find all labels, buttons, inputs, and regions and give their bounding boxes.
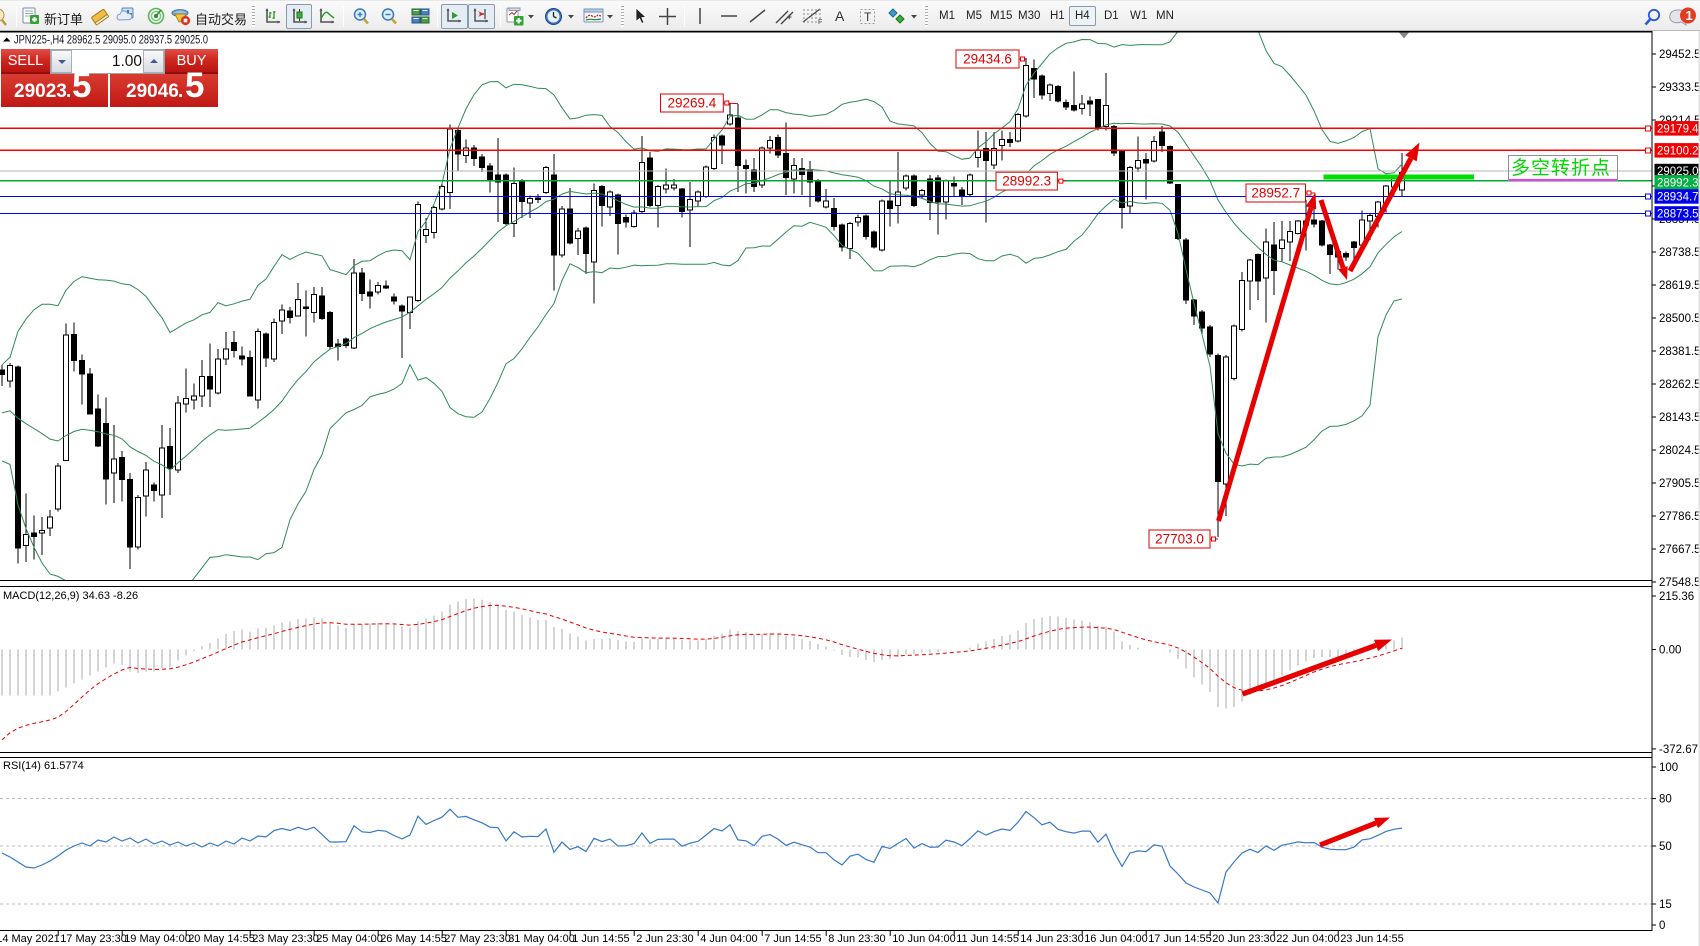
svg-text:22 Jun 04:00: 22 Jun 04:00 (1276, 933, 1340, 945)
svg-text:28934.7: 28934.7 (1657, 192, 1699, 204)
svg-text:28992.3: 28992.3 (1002, 174, 1051, 189)
svg-text:28873.5: 28873.5 (1657, 209, 1699, 221)
svg-text:F: F (818, 19, 822, 25)
svg-text:14 May 2021: 14 May 2021 (0, 933, 60, 945)
svg-text:10 Jun 04:00: 10 Jun 04:00 (892, 933, 956, 945)
svg-text:19 May 04:00: 19 May 04:00 (124, 933, 191, 945)
svg-text:29269.4: 29269.4 (667, 96, 716, 111)
svg-text:17 May 23:30: 17 May 23:30 (60, 933, 127, 945)
svg-text:15: 15 (1659, 899, 1672, 911)
svg-text:0: 0 (1659, 920, 1665, 932)
svg-text:29179.4: 29179.4 (1657, 123, 1699, 135)
svg-text:1: 1 (1686, 8, 1693, 23)
svg-text:28500.5: 28500.5 (1659, 313, 1700, 325)
svg-text:T: T (864, 10, 872, 24)
svg-text:27548.5: 27548.5 (1659, 577, 1700, 589)
svg-text:1 Jun 14:55: 1 Jun 14:55 (572, 933, 630, 945)
svg-text:29333.5: 29333.5 (1659, 82, 1700, 94)
svg-text:28381.5: 28381.5 (1659, 346, 1700, 358)
svg-text:27 May 23:30: 27 May 23:30 (444, 933, 511, 945)
svg-text:MACD(12,26,9) 34.63 -8.26: MACD(12,26,9) 34.63 -8.26 (3, 590, 138, 602)
svg-text:28024.5: 28024.5 (1659, 445, 1700, 457)
svg-text:11 Jun 14:55: 11 Jun 14:55 (956, 933, 1019, 945)
svg-text:28262.5: 28262.5 (1659, 379, 1700, 391)
svg-text:28738.5: 28738.5 (1659, 247, 1700, 259)
svg-text:JPN225-,H4 28962.5 29095.0 28: JPN225-,H4 28962.5 29095.0 28937.5 29025… (14, 35, 208, 47)
svg-text:27703.0: 27703.0 (1155, 532, 1204, 547)
svg-text:RSI(14) 61.5774: RSI(14) 61.5774 (3, 760, 84, 772)
svg-text:80: 80 (1659, 794, 1672, 806)
svg-text:20 May 14:55: 20 May 14:55 (188, 933, 255, 945)
svg-text:17 Jun 14:55: 17 Jun 14:55 (1148, 933, 1212, 945)
svg-text:20 Jun 23:30: 20 Jun 23:30 (1212, 933, 1276, 945)
svg-text:29452.5: 29452.5 (1659, 49, 1700, 61)
svg-text:14 Jun 23:30: 14 Jun 23:30 (1020, 933, 1084, 945)
svg-text:215.36: 215.36 (1659, 591, 1694, 603)
svg-text:A: A (835, 8, 845, 24)
svg-text:28992.3: 28992.3 (1657, 177, 1699, 189)
svg-text:25 May 04:00: 25 May 04:00 (316, 933, 383, 945)
svg-text:29100.2: 29100.2 (1657, 145, 1699, 157)
svg-text:100: 100 (1659, 762, 1678, 774)
svg-text:23 May 23:30: 23 May 23:30 (252, 933, 319, 945)
svg-text:28143.5: 28143.5 (1659, 412, 1700, 424)
svg-text:26 May 14:55: 26 May 14:55 (380, 933, 447, 945)
svg-text:29434.6: 29434.6 (963, 52, 1012, 67)
svg-text:4 Jun 04:00: 4 Jun 04:00 (700, 933, 758, 945)
svg-text:-372.67: -372.67 (1659, 744, 1698, 756)
svg-text:31 May 04:00: 31 May 04:00 (508, 933, 575, 945)
svg-text:0.00: 0.00 (1659, 645, 1681, 657)
svg-text:23 Jun 14:55: 23 Jun 14:55 (1340, 933, 1404, 945)
svg-text:28619.5: 28619.5 (1659, 280, 1700, 292)
svg-text:7 Jun 14:55: 7 Jun 14:55 (764, 933, 822, 945)
svg-text:27667.5: 27667.5 (1659, 544, 1700, 556)
svg-text:8 Jun 23:30: 8 Jun 23:30 (828, 933, 886, 945)
svg-text:28952.7: 28952.7 (1251, 186, 1300, 201)
svg-text:2 Jun 23:30: 2 Jun 23:30 (636, 933, 694, 945)
svg-text:16 Jun 04:00: 16 Jun 04:00 (1084, 933, 1148, 945)
svg-text:50: 50 (1659, 841, 1672, 853)
svg-text:27786.5: 27786.5 (1659, 511, 1700, 523)
svg-text:27905.5: 27905.5 (1659, 478, 1700, 490)
